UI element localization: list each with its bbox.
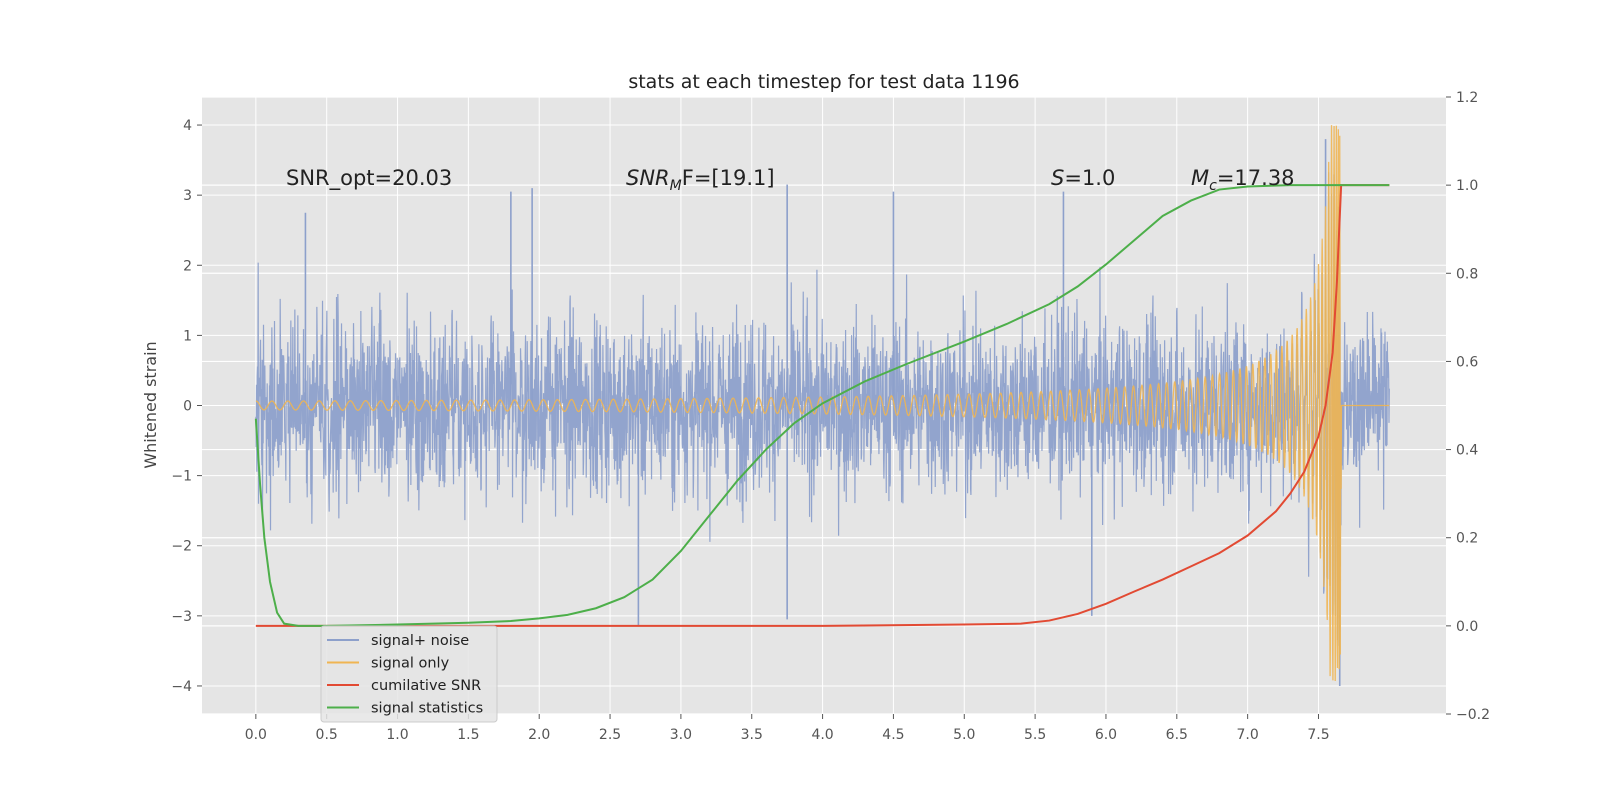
mc-rest: =17.38 bbox=[1217, 166, 1295, 190]
y-axis-label: Whitened strain bbox=[141, 341, 160, 468]
y2-tick-label: 0.0 bbox=[1456, 619, 1478, 635]
x-tick-label: 6.0 bbox=[1095, 727, 1117, 743]
x-tick-label: 5.0 bbox=[953, 727, 975, 743]
legend-label: cumilative SNR bbox=[371, 678, 481, 694]
y2-axis-ticks: 1.2 1.0 0.8 0.6 0.4 0.2 0.0 −0.2 bbox=[1446, 90, 1490, 723]
signal-only-line bbox=[255, 125, 1390, 682]
legend-label: signal only bbox=[371, 656, 450, 672]
signal-statistics-line bbox=[254, 184, 1390, 627]
chart-title: stats at each timestep for test data 119… bbox=[628, 71, 1019, 93]
x-tick-label: 4.5 bbox=[882, 727, 904, 743]
x-tick-label: 2.5 bbox=[599, 727, 621, 743]
y-tick-label: −1 bbox=[171, 469, 192, 485]
x-tick-label: 0.0 bbox=[245, 727, 267, 743]
x-tick-label: 2.0 bbox=[528, 727, 550, 743]
snr-mf-rest: F=[19.1] bbox=[682, 166, 775, 190]
y2-tick-label: 0.2 bbox=[1456, 531, 1478, 547]
x-tick-label: 3.0 bbox=[670, 727, 692, 743]
snr-mf-annotation: SNRMF=[19.1] bbox=[626, 166, 775, 194]
legend-label: signal statistics bbox=[371, 701, 483, 717]
x-tick-label: 0.5 bbox=[316, 727, 338, 743]
x-tick-label: 3.5 bbox=[741, 727, 763, 743]
annotations: SNR_opt=20.03 SNRMF=[19.1] S=1.0 Mc=17.3… bbox=[286, 166, 1295, 194]
snr-opt-annotation: SNR_opt=20.03 bbox=[286, 166, 452, 191]
signal-noise-line bbox=[255, 172, 1390, 646]
x-axis-ticks: 0.0 0.5 1.0 1.5 2.0 2.5 3.0 3.5 4.0 4.5 5.0 5.5 6.0 6… bbox=[245, 714, 1330, 743]
x-tick-label: 1.0 bbox=[386, 727, 408, 743]
x-tick-label: 4.0 bbox=[811, 727, 833, 743]
y-tick-label: 2 bbox=[183, 258, 192, 274]
y-axis-ticks: 4 3 2 1 0 −1 −2 −3 −4 bbox=[171, 118, 202, 695]
y-tick-label: 0 bbox=[183, 399, 192, 415]
snr-mf-main: SNR bbox=[626, 166, 670, 190]
y2-tick-label: −0.2 bbox=[1456, 707, 1490, 723]
s-main: S bbox=[1051, 166, 1064, 190]
s-rest: =1.0 bbox=[1064, 166, 1115, 190]
mc-annotation: Mc=17.38 bbox=[1191, 166, 1295, 194]
y2-tick-label: 0.8 bbox=[1456, 266, 1478, 282]
y2-tick-label: 1.2 bbox=[1456, 90, 1478, 106]
x-tick-label: 5.5 bbox=[1024, 727, 1046, 743]
legend-box bbox=[320, 625, 498, 723]
series-layer bbox=[254, 125, 1390, 686]
y-tick-label: −4 bbox=[171, 679, 192, 695]
s-annotation: S=1.0 bbox=[1051, 166, 1115, 190]
y-tick-label: 4 bbox=[183, 118, 192, 134]
y2-tick-label: 0.6 bbox=[1456, 354, 1478, 370]
y2-tick-label: 1.0 bbox=[1456, 178, 1478, 194]
y-tick-label: −3 bbox=[171, 609, 192, 625]
x-tick-label: 1.5 bbox=[457, 727, 479, 743]
legend: signal+ noise signal only cumilative SNR si… bbox=[320, 625, 498, 723]
y-tick-label: 1 bbox=[183, 328, 192, 344]
cumulative-snr-line bbox=[255, 184, 1390, 627]
snr-mf-sub: M bbox=[670, 178, 682, 194]
y-tick-label: 3 bbox=[183, 188, 192, 204]
x-tick-label: 6.5 bbox=[1166, 727, 1188, 743]
y-tick-label: −2 bbox=[171, 539, 192, 555]
y2-tick-label: 0.4 bbox=[1456, 443, 1478, 459]
x-tick-label: 7.0 bbox=[1237, 727, 1259, 743]
mc-sub: c bbox=[1209, 178, 1217, 194]
x-tick-label: 7.5 bbox=[1307, 727, 1329, 743]
legend-label: signal+ noise bbox=[371, 633, 469, 649]
mc-main: M bbox=[1191, 166, 1209, 190]
